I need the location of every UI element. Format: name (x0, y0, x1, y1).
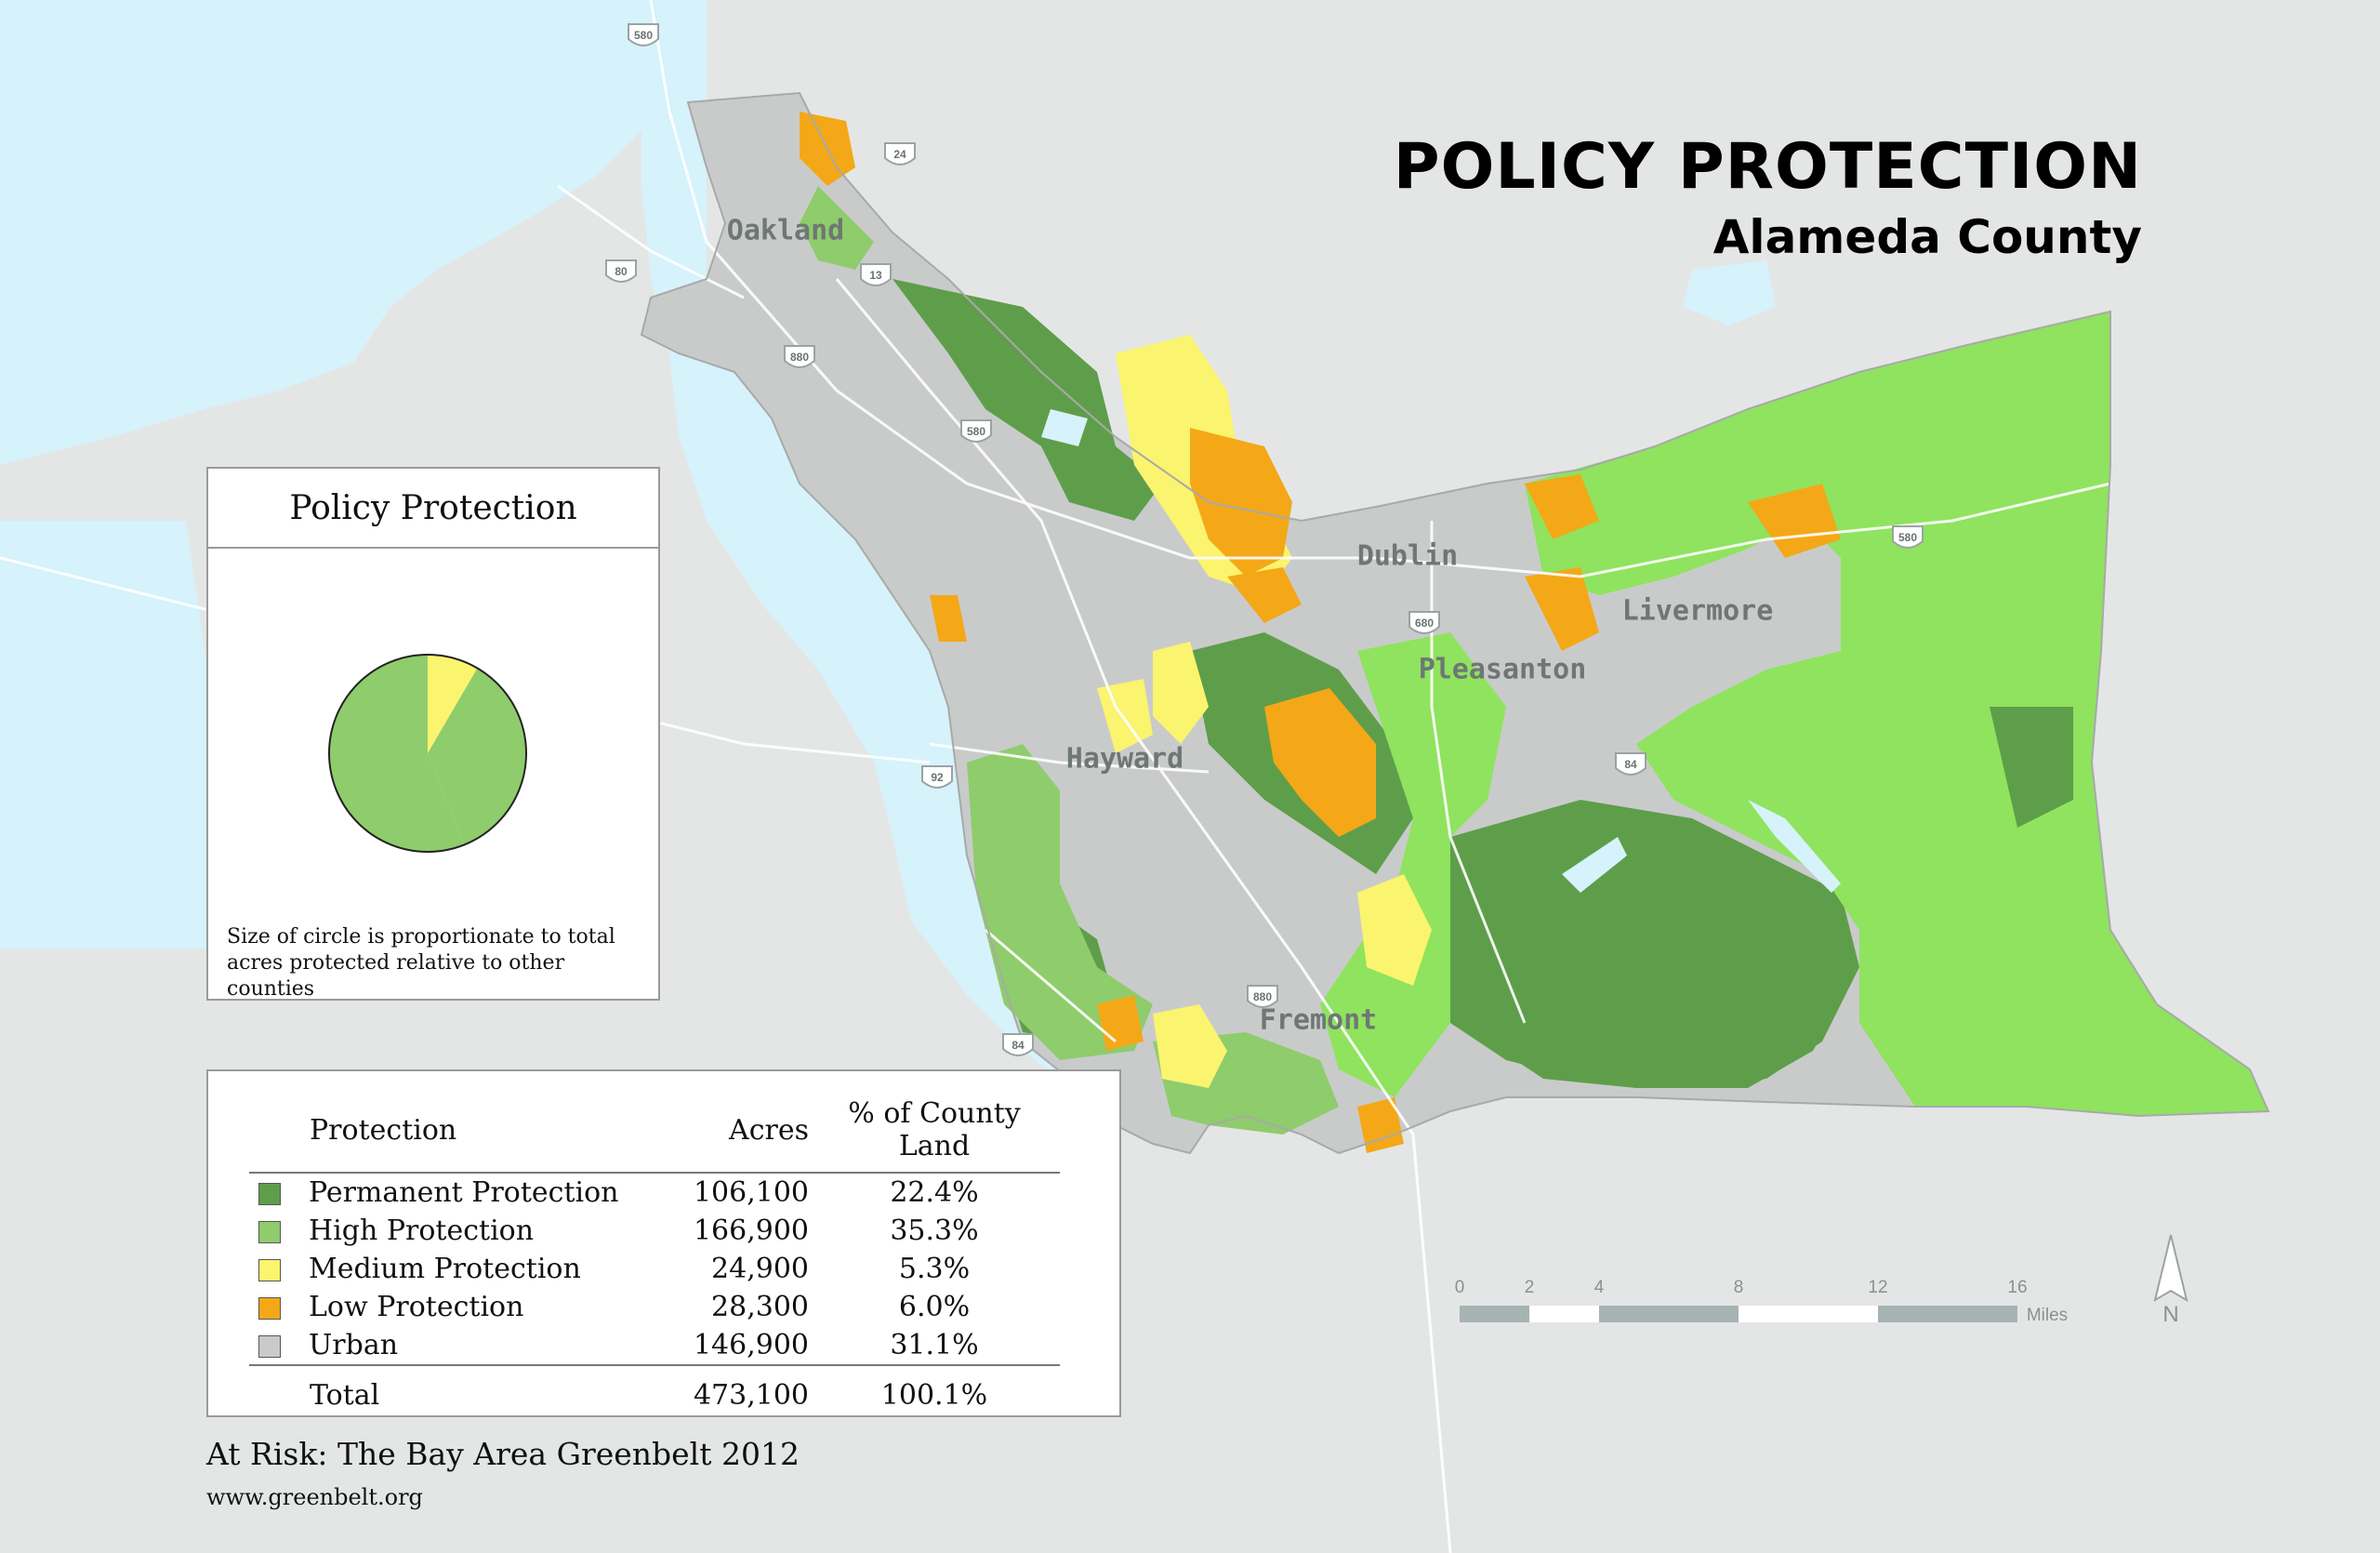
legend-row-medium: Medium Protection 24,900 5.3% (249, 1250, 1060, 1288)
highway-shield-580: 580 (628, 23, 659, 46)
row-name: Medium Protection (309, 1253, 581, 1285)
scale-bar (1460, 1306, 2017, 1322)
swatch-medium (258, 1259, 281, 1281)
north-label: N (2162, 1302, 2179, 1327)
pie-chart-panel: Policy Protection Size of circle is prop… (206, 467, 660, 1001)
pie-slice-high-protection (329, 655, 465, 852)
legend-row-urban: Urban 146,900 31.1% (249, 1326, 1060, 1365)
city-label-fremont: Fremont (1259, 1003, 1378, 1037)
highway-shield-84: 84 (1615, 752, 1646, 776)
pie-outline (328, 654, 527, 853)
total-pct: 100.1% (809, 1364, 1060, 1416)
city-label-livermore: Livermore (1621, 594, 1774, 628)
highway-shield-label: 580 (1898, 531, 1917, 544)
high-protection-zones (1320, 312, 2268, 1116)
row-acres: 166,900 (693, 1215, 809, 1247)
highway-shield-880: 880 (784, 345, 815, 368)
row-pct: 6.0% (898, 1291, 971, 1323)
map-subtitle: Alameda County (1712, 210, 2142, 264)
row-acres: 24,900 (711, 1253, 809, 1285)
scale-seg-4 (1739, 1306, 1878, 1322)
highway-shield-13: 13 (860, 263, 892, 286)
row-pct: 22.4% (890, 1176, 979, 1209)
row-acres: 146,900 (693, 1329, 809, 1361)
credit-url: www.greenbelt.org (206, 1484, 423, 1510)
map-title: POLICY PROTECTION (1393, 130, 2142, 204)
scale-tick-12: 12 (1868, 1278, 1888, 1297)
legend-table: Protection Acres % of County Land Perman… (249, 1092, 1060, 1416)
city-label-dublin: Dublin (1356, 539, 1459, 573)
highway-shield-label: 580 (634, 29, 653, 42)
low-protection-zones (800, 112, 1841, 1153)
city-label-hayward: Hayward (1065, 742, 1184, 776)
reservoirs (1041, 409, 1841, 893)
pie-panel-note: Size of circle is proportionate to total… (227, 925, 615, 1001)
city-label-oakland: Oakland (726, 214, 845, 247)
scale-seg-1 (1460, 1306, 1529, 1322)
total-name: Total (310, 1378, 380, 1412)
highway-shield-label: 580 (967, 425, 985, 438)
scale-tick-0: 0 (1454, 1278, 1465, 1297)
total-acres: 473,100 (641, 1364, 809, 1416)
header-protection: Protection (249, 1092, 641, 1174)
city-label-pleasanton: Pleasanton (1418, 653, 1587, 686)
swatch-low (258, 1297, 281, 1320)
swatch-permanent (258, 1183, 281, 1205)
high-protection-pale-zones (800, 186, 1339, 1135)
header-pct: % of County Land (809, 1092, 1060, 1174)
highway-shields: 580 24 80 13 880 580 680 92 84 880 84 580 (605, 23, 1924, 1056)
row-pct: 35.3% (890, 1215, 979, 1247)
scale-seg-2 (1529, 1306, 1599, 1322)
highway-shield-label: 84 (1624, 758, 1637, 771)
highway-shield-880: 880 (1247, 985, 1278, 1008)
legend-row-total: Total 473,100 100.1% (249, 1364, 1060, 1416)
highway-shield-680: 680 (1408, 611, 1440, 634)
legend-row-low: Low Protection 28,300 6.0% (249, 1288, 1060, 1326)
highway-shield-label: 13 (869, 269, 882, 282)
row-name: High Protection (309, 1215, 535, 1247)
pie-panel-title: Policy Protection (208, 469, 658, 549)
highway-shield-label: 880 (1253, 990, 1272, 1003)
highway-shield-80: 80 (605, 259, 637, 283)
scale-tick-16: 16 (2007, 1278, 2028, 1297)
row-pct: 31.1% (890, 1329, 979, 1361)
credit-title: At Risk: The Bay Area Greenbelt 2012 (206, 1436, 800, 1472)
protection-pie-chart (328, 654, 527, 853)
row-pct: 5.3% (898, 1253, 971, 1285)
row-name: Urban (309, 1329, 399, 1361)
legend-header-row: Protection Acres % of County Land (249, 1092, 1060, 1174)
scale-seg-5 (1878, 1306, 2017, 1322)
scale-tick-2: 2 (1524, 1278, 1535, 1297)
highway-shield-label: 680 (1415, 617, 1434, 630)
header-acres: Acres (641, 1092, 809, 1174)
scale-unit: Miles (2026, 1306, 2069, 1325)
highway-shield-580: 580 (960, 419, 992, 443)
highway-shield-label: 92 (931, 771, 944, 784)
highway-shield-84: 84 (1002, 1033, 1034, 1056)
pie-slice-medium-protection (428, 655, 478, 753)
legend-table-panel: Protection Acres % of County Land Perman… (206, 1069, 1121, 1417)
row-name: Low Protection (309, 1291, 524, 1323)
swatch-urban (258, 1335, 281, 1358)
pie-slice-permanent-protection (428, 668, 526, 845)
row-name: Permanent Protection (309, 1176, 619, 1209)
row-acres: 28,300 (711, 1291, 809, 1323)
county-outline (640, 91, 2270, 1155)
highway-shield-580: 580 (1892, 525, 1924, 549)
highway-shield-label: 84 (1012, 1039, 1025, 1052)
highway-shield-92: 92 (921, 765, 953, 789)
legend-row-permanent: Permanent Protection 106,100 22.4% (249, 1173, 1060, 1212)
highway-shield-label: 24 (893, 148, 906, 161)
scale-tick-8: 8 (1733, 1278, 1744, 1297)
scale-seg-3 (1599, 1306, 1739, 1322)
highway-shield-label: 880 (790, 351, 809, 364)
legend-row-high: High Protection 166,900 35.3% (249, 1212, 1060, 1250)
row-acres: 106,100 (693, 1176, 809, 1209)
highway-shield-label: 80 (615, 265, 628, 278)
north-arrow-icon (2153, 1234, 2188, 1303)
scale-tick-4: 4 (1593, 1278, 1605, 1297)
swatch-high (258, 1221, 281, 1243)
highway-shield-24: 24 (884, 142, 916, 166)
